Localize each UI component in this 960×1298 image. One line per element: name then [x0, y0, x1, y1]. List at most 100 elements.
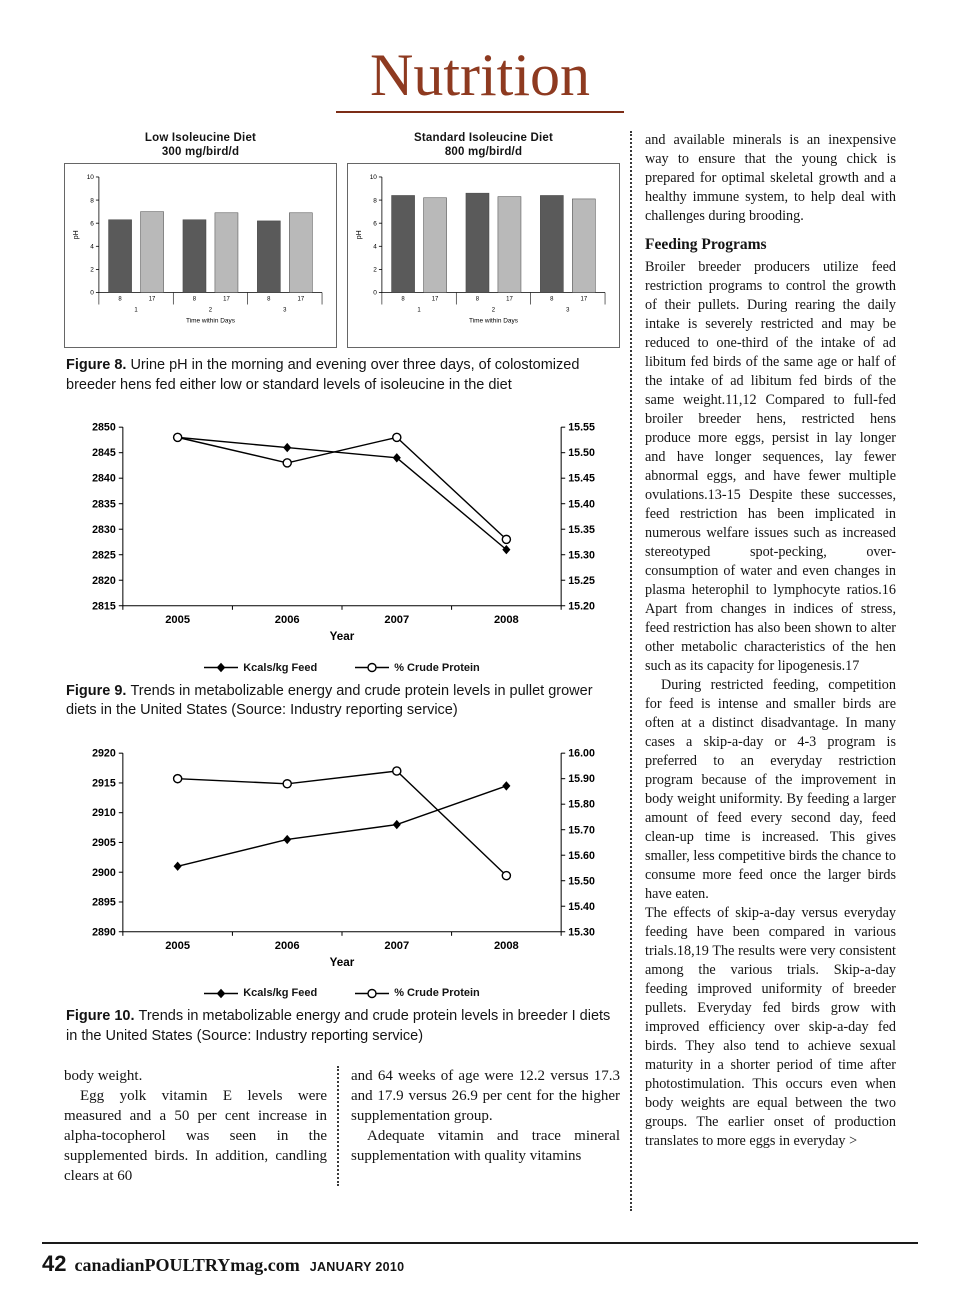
legend-item-protein: % Crude Protein — [355, 662, 480, 674]
sidebar-article-column: and available minerals is an inexpensive… — [630, 131, 896, 1211]
svg-text:2850: 2850 — [92, 422, 116, 434]
bar-chart-panel-standard: Standard Isoleucine Diet 800 mg/bird/d 0… — [347, 131, 620, 349]
figure9-caption: Figure 9. Trends in metabolizable energy … — [66, 682, 618, 721]
svg-text:15.35: 15.35 — [568, 524, 595, 536]
svg-text:pH: pH — [73, 230, 80, 239]
svg-text:4: 4 — [373, 243, 377, 250]
svg-text:17: 17 — [581, 296, 588, 302]
svg-text:15.90: 15.90 — [568, 773, 595, 785]
svg-text:2840: 2840 — [92, 473, 116, 485]
svg-text:8: 8 — [118, 296, 122, 302]
svg-text:2900: 2900 — [92, 867, 116, 879]
chart-frame: 0 2 4 6 8 10 pH 8 17 1 8 17 2 8 17 3 Time within Days — [64, 163, 337, 349]
body-text-columns: body weight. Egg yolk vitamin E levels w… — [64, 1066, 620, 1187]
svg-text:15.80: 15.80 — [568, 799, 595, 811]
circle-marker-icon — [355, 663, 390, 673]
legend-label: Kcals/kg Feed — [243, 987, 318, 1000]
svg-text:2006: 2006 — [275, 940, 300, 952]
svg-text:2007: 2007 — [384, 614, 409, 626]
figure8-label: Figure 8. — [66, 357, 127, 374]
figure9-text: Trends in metabolizable energy and crude… — [66, 682, 593, 719]
figure9-chart-block: 2815 2820 2825 2830 2835 2840 2845 2850 15.20 15.… — [64, 415, 620, 674]
line-chart-pullet-grower: 2815 2820 2825 2830 2835 2840 2845 2850 15.20 15.… — [64, 415, 620, 661]
article-paragraph: and 64 weeks of age were 12.2 versus 17.… — [351, 1068, 620, 1125]
svg-text:2890: 2890 — [92, 926, 116, 938]
legend-label: Kcals/kg Feed — [243, 661, 318, 674]
chart-title: Low Isoleucine Diet — [144, 132, 257, 144]
svg-text:2915: 2915 — [92, 777, 116, 789]
article-heading: Feeding Programs — [645, 236, 767, 253]
svg-text:2895: 2895 — [92, 896, 116, 908]
svg-text:2008: 2008 — [494, 940, 519, 952]
svg-text:0: 0 — [373, 290, 377, 297]
article-paragraph: During restricted feeding, competition f… — [645, 677, 896, 902]
page-number: 42 — [42, 1251, 67, 1276]
svg-text:2920: 2920 — [92, 748, 116, 760]
svg-text:17: 17 — [223, 296, 230, 302]
svg-text:17: 17 — [432, 296, 439, 302]
article-paragraph: Egg yolk vitamin E levels were measured … — [64, 1088, 327, 1185]
svg-text:8: 8 — [401, 296, 405, 302]
figure8-caption: Figure 8. Urine pH in the morning and eve… — [66, 356, 618, 395]
bar-chart-low-isoleucine: 0 2 4 6 8 10 pH 8 17 1 8 17 2 8 17 3 Time within Days — [69, 169, 332, 345]
figure9-label: Figure 9. — [66, 682, 127, 699]
svg-text:8: 8 — [550, 296, 554, 302]
bar-chart-standard-isoleucine: 0 2 4 6 8 10 pH 8 17 1 8 17 2 8 17 3 Time within Days — [352, 169, 615, 345]
svg-text:2835: 2835 — [92, 499, 116, 511]
svg-text:8: 8 — [267, 296, 271, 302]
svg-text:2820: 2820 — [92, 575, 116, 587]
svg-text:16.00: 16.00 — [568, 748, 595, 760]
svg-text:8: 8 — [373, 197, 377, 204]
svg-text:2905: 2905 — [92, 837, 116, 849]
svg-text:1: 1 — [134, 307, 138, 313]
svg-text:15.20: 15.20 — [568, 601, 595, 613]
svg-text:8: 8 — [193, 296, 197, 302]
svg-text:2910: 2910 — [92, 807, 116, 819]
svg-text:2845: 2845 — [92, 448, 116, 460]
figure10-chart-block: 2890 2895 2900 2905 2910 2915 2920 15.30 15.40 15… — [64, 741, 620, 1000]
svg-text:2005: 2005 — [165, 940, 190, 952]
svg-text:15.50: 15.50 — [568, 875, 595, 887]
svg-text:17: 17 — [506, 296, 513, 302]
figure10-text: Trends in metabolizable energy and crude… — [66, 1008, 611, 1044]
legend-item-protein: % Crude Protein — [355, 987, 480, 999]
svg-text:2008: 2008 — [494, 614, 519, 626]
article-paragraph: The effects of skip-a-day versus everyda… — [645, 905, 896, 1149]
diamond-marker-icon — [204, 663, 239, 673]
diamond-marker-icon — [204, 988, 239, 998]
svg-text:15.30: 15.30 — [568, 926, 595, 938]
chart-frame: 0 2 4 6 8 10 pH 8 17 1 8 17 2 8 17 3 Time within Days — [347, 163, 620, 349]
svg-text:2: 2 — [90, 267, 94, 274]
article-paragraph: body weight. — [64, 1068, 143, 1085]
svg-text:1: 1 — [417, 307, 421, 313]
svg-text:15.45: 15.45 — [568, 473, 595, 485]
svg-text:6: 6 — [373, 220, 377, 227]
svg-text:Time within Days: Time within Days — [186, 317, 235, 324]
figure10-caption: Figure 10. Trends in metabolizable energy… — [66, 1007, 618, 1046]
svg-text:10: 10 — [87, 174, 95, 181]
circle-marker-icon — [355, 988, 390, 998]
svg-text:15.40: 15.40 — [568, 499, 595, 511]
article-paragraph: Adequate vitamin and trace mineral suppl… — [351, 1128, 620, 1165]
svg-text:2: 2 — [373, 267, 377, 274]
svg-text:15.30: 15.30 — [568, 550, 595, 562]
issue-date: JANUARY 2010 — [309, 1260, 405, 1274]
figure8-panels: Low Isoleucine Diet 300 mg/bird/d 0 2 4 6 8 1… — [64, 131, 620, 349]
figure8-text: Urine pH in the morning and evening over… — [66, 357, 580, 393]
body-text-col1: body weight. Egg yolk vitamin E levels w… — [64, 1066, 337, 1186]
svg-text:17: 17 — [149, 296, 156, 302]
legend-item-kcals: Kcals/kg Feed — [204, 662, 317, 674]
svg-text:2: 2 — [209, 307, 213, 313]
svg-text:Time within Days: Time within Days — [469, 317, 518, 324]
line-chart-breeder: 2890 2895 2900 2905 2910 2915 2920 15.30 15.40 15… — [64, 741, 620, 987]
svg-text:15.70: 15.70 — [568, 824, 595, 836]
svg-text:2825: 2825 — [92, 550, 116, 562]
page-footer: 42 canadianPOULTRYmag.com JANUARY 2010 — [42, 1242, 918, 1277]
svg-text:4: 4 — [90, 243, 94, 250]
svg-text:15.25: 15.25 — [568, 575, 595, 587]
svg-text:6: 6 — [90, 220, 94, 227]
svg-text:15.50: 15.50 — [568, 448, 595, 460]
svg-text:0: 0 — [90, 290, 94, 297]
main-content-column: Low Isoleucine Diet 300 mg/bird/d 0 2 4 6 8 1… — [64, 131, 620, 1211]
